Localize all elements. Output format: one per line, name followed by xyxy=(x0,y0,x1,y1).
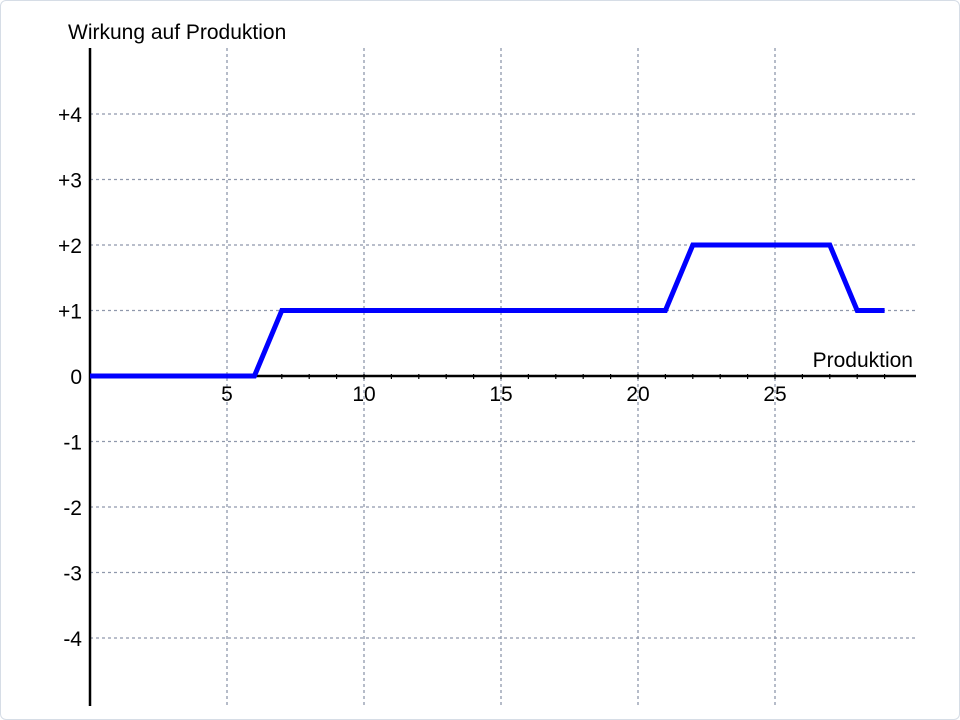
series-line-0 xyxy=(90,242,885,379)
x-tick-label-15: 15 xyxy=(489,383,512,406)
x-tick-label-25: 25 xyxy=(763,383,786,406)
y-tick-label--1: -1 xyxy=(63,432,82,455)
y-tick-label--4: -4 xyxy=(63,628,82,651)
y-tick-label-+2: +2 xyxy=(58,235,82,258)
series xyxy=(90,242,885,379)
x-axis-label: Produktion xyxy=(813,349,913,372)
y-tick-label-+4: +4 xyxy=(58,104,82,127)
x-tick-label-20: 20 xyxy=(626,383,649,406)
x-tick-label-5: 5 xyxy=(221,383,233,406)
y-tick-label-+1: +1 xyxy=(58,301,82,324)
y-tick-label-0: 0 xyxy=(70,366,82,389)
x-tick-label-10: 10 xyxy=(352,383,375,406)
y-tick-label-+3: +3 xyxy=(58,170,82,193)
y-tick-label--3: -3 xyxy=(63,563,82,586)
y-axis-label: Wirkung auf Produktion xyxy=(68,21,286,44)
tick-labels: 5 10 15 20 25 +4 +3 +2 +1 0 -1 -2 -3 -4 xyxy=(58,104,886,651)
y-tick-label--2: -2 xyxy=(63,497,82,520)
grid xyxy=(90,48,916,706)
